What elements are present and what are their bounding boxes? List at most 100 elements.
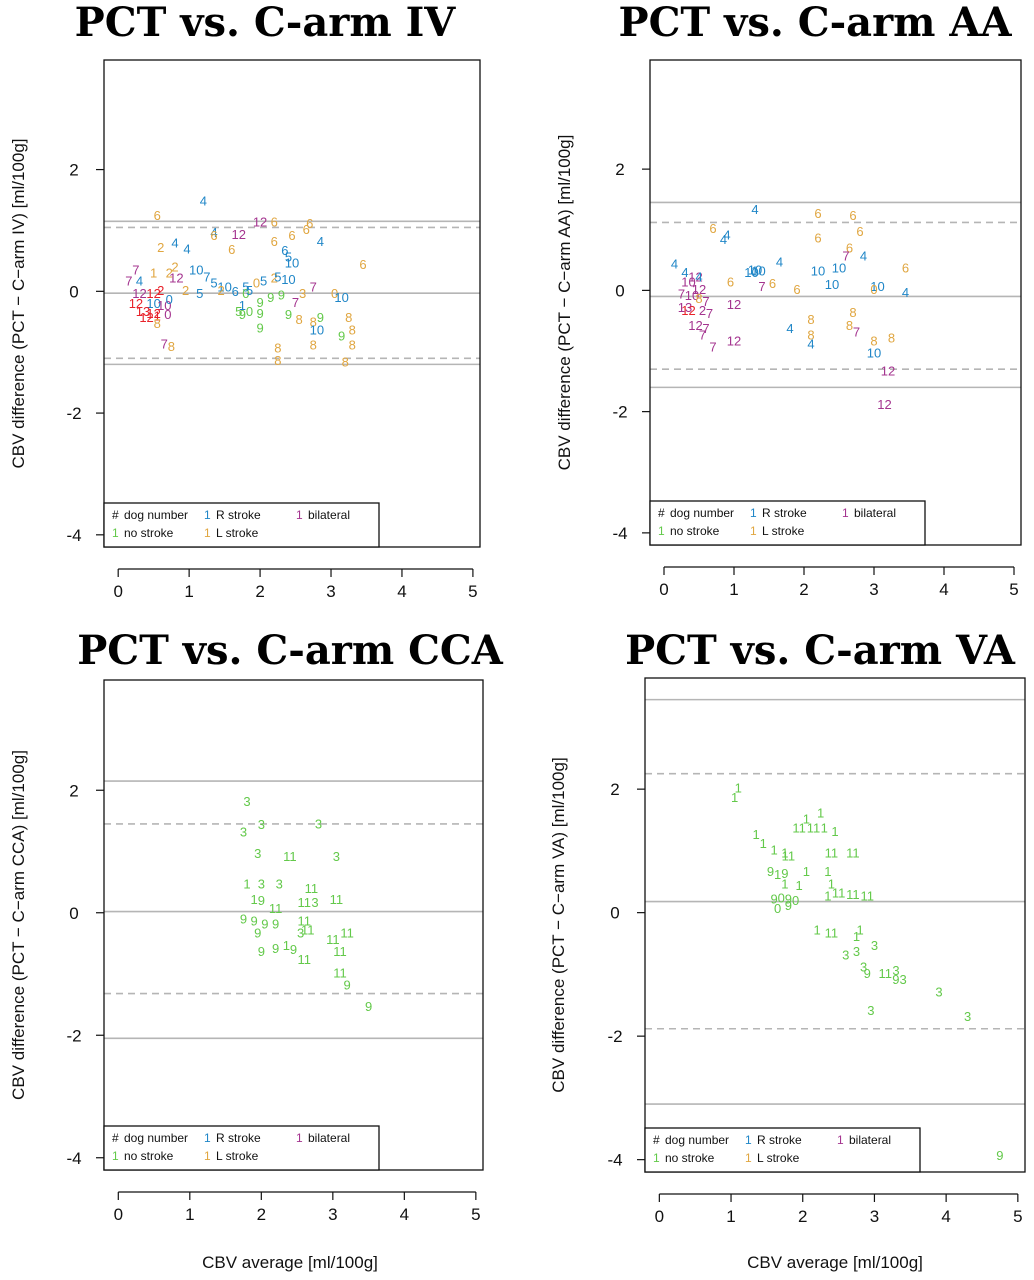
data-point: 11 (340, 926, 354, 941)
legend-label: no stroke (124, 526, 174, 540)
x-tick-label: 3 (869, 580, 878, 599)
data-point: 2 (182, 283, 189, 298)
data-point: 9 (261, 916, 268, 931)
data-point: 5 (246, 283, 253, 298)
data-point: 8 (349, 322, 356, 337)
data-point: 3 (871, 938, 878, 953)
chart-title: PCT vs. C-arm VA (625, 627, 1016, 674)
legend-label: R stroke (216, 1131, 261, 1145)
data-point: 0 (166, 292, 173, 307)
legend: # dog number 1 R stroke 1 bilateral 1 no stroke… (644, 1127, 921, 1173)
x-tick-label: 3 (326, 582, 335, 601)
data-point: 10 (146, 296, 160, 311)
data-point: 4 (317, 234, 324, 249)
data-point: 6 (306, 216, 313, 231)
data-point: 11 (825, 926, 839, 941)
data-point: 8 (342, 355, 349, 370)
y-axis-label: CBV difference (PCT − C−arm CCA) [ml/100… (9, 750, 28, 1100)
data-point: 0 (792, 893, 799, 908)
data-point: 5 (285, 249, 292, 264)
data-point: 11 (792, 821, 806, 836)
data-point: 1 (781, 876, 788, 891)
x-tick-label: 3 (328, 1205, 337, 1224)
x-tick-label: 5 (468, 582, 477, 601)
legend-symbol: # (112, 1131, 119, 1145)
data-point: 3 (258, 877, 265, 892)
data-point: 9 (781, 866, 788, 881)
data-point: 12 (727, 333, 741, 348)
legend-label: no stroke (124, 1149, 174, 1163)
data-point: 12 (129, 296, 143, 311)
data-point: 4 (136, 274, 143, 289)
legend-symbol: 1 (112, 526, 119, 540)
data-point: 10 (867, 345, 881, 360)
data-point: 3 (243, 794, 250, 809)
data-point: 10 (281, 272, 295, 287)
data-point: 12 (139, 310, 153, 325)
legend-label: R stroke (762, 506, 807, 520)
data-point: 12 (727, 297, 741, 312)
data-point: 1 (251, 892, 258, 907)
data-point: 11 (878, 966, 892, 981)
y-tick-label: 0 (615, 281, 624, 300)
legend-box (103, 1125, 380, 1171)
data-point: 6 (727, 275, 734, 290)
data-point: 4 (171, 235, 178, 250)
data-point: 3 (297, 926, 304, 941)
data-point: 6 (281, 243, 288, 258)
data-point: 8 (807, 312, 814, 327)
data-point: 1 (796, 878, 803, 893)
data-point: 9 (272, 941, 279, 956)
data-point: 9 (256, 295, 263, 310)
legend-label: L stroke (216, 526, 259, 540)
data-point: 9 (258, 893, 265, 908)
data-point: 7 (132, 263, 139, 278)
data-point: 1 (817, 805, 824, 820)
data-point: 12 (681, 303, 695, 318)
data-point: 1 (283, 938, 290, 953)
data-point: 1 (831, 824, 838, 839)
data-point: 8 (888, 330, 895, 345)
data-point: 12 (253, 215, 267, 230)
data-point: 10 (811, 264, 825, 279)
data-point: 7 (853, 324, 860, 339)
data-point: 5 (274, 269, 281, 284)
data-point: 1 (243, 877, 250, 892)
x-tick-label: 1 (184, 582, 193, 601)
data-point: 1 (753, 827, 760, 842)
x-tick-label: 5 (1013, 1207, 1022, 1226)
legend-symbol: # (112, 508, 119, 522)
data-point: 6 (154, 208, 161, 223)
data-point: 3 (853, 944, 860, 959)
x-tick-label: 4 (941, 1207, 950, 1226)
data-point: 6 (814, 206, 821, 221)
legend-label: R stroke (216, 508, 261, 522)
data-point: 10 (285, 255, 299, 270)
legend-symbol: 1 (296, 508, 303, 522)
data-point: 9 (770, 892, 777, 907)
x-tick-label: 0 (659, 580, 668, 599)
data-point: 7 (709, 339, 716, 354)
data-point: 1 (853, 929, 860, 944)
legend-symbol: 1 (112, 1149, 119, 1163)
data-point: 3 (964, 1009, 971, 1024)
data-point: 0 (778, 891, 785, 906)
x-tick-label: 3 (870, 1207, 879, 1226)
data-point: 7 (678, 287, 685, 302)
legend-symbol: 1 (658, 524, 665, 538)
data-point: 12 (146, 286, 160, 301)
data-point: 9 (767, 864, 774, 879)
data-point: 0 (164, 307, 171, 322)
y-tick-label: -2 (66, 404, 81, 423)
data-point: 3 (299, 286, 306, 301)
legend-box (644, 1127, 921, 1173)
legend-symbol: # (653, 1133, 660, 1147)
data-point: 12 (169, 271, 183, 286)
data-point: 10 (189, 263, 203, 278)
data-point: 6 (228, 242, 235, 257)
data-point: 4 (751, 202, 758, 217)
data-point: 4 (902, 285, 909, 300)
data-point: 8 (274, 353, 281, 368)
data-point: 11 (807, 821, 821, 836)
